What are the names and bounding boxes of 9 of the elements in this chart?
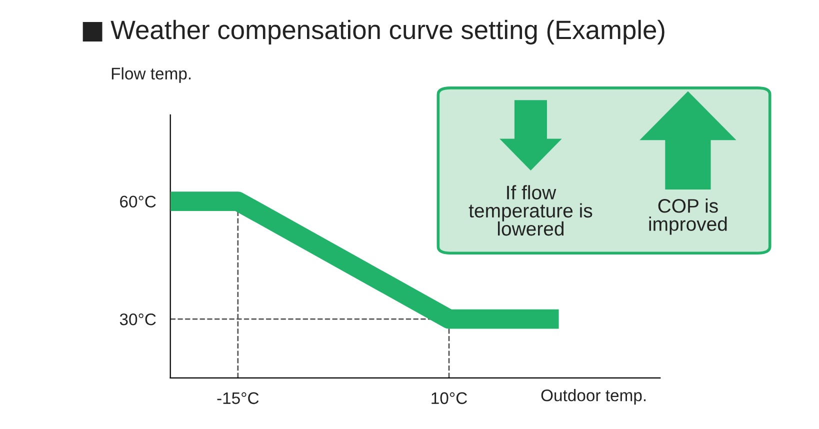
y-tick-label: 30°C — [120, 313, 156, 326]
x-tick-label: 10°C — [432, 392, 467, 404]
chart-title: Weather compensation curve setting (Example) — [110, 20, 664, 44]
y-axis-title: Flow temp. — [112, 67, 191, 83]
annotation: If flow temperature is lowered — [468, 185, 592, 236]
annotation: COP is improved — [649, 198, 727, 235]
y-tick-label: 60°C — [120, 196, 156, 208]
x-axis-title: Outdoor temp. — [541, 389, 646, 405]
x-tick-label: -15°C — [217, 392, 259, 404]
